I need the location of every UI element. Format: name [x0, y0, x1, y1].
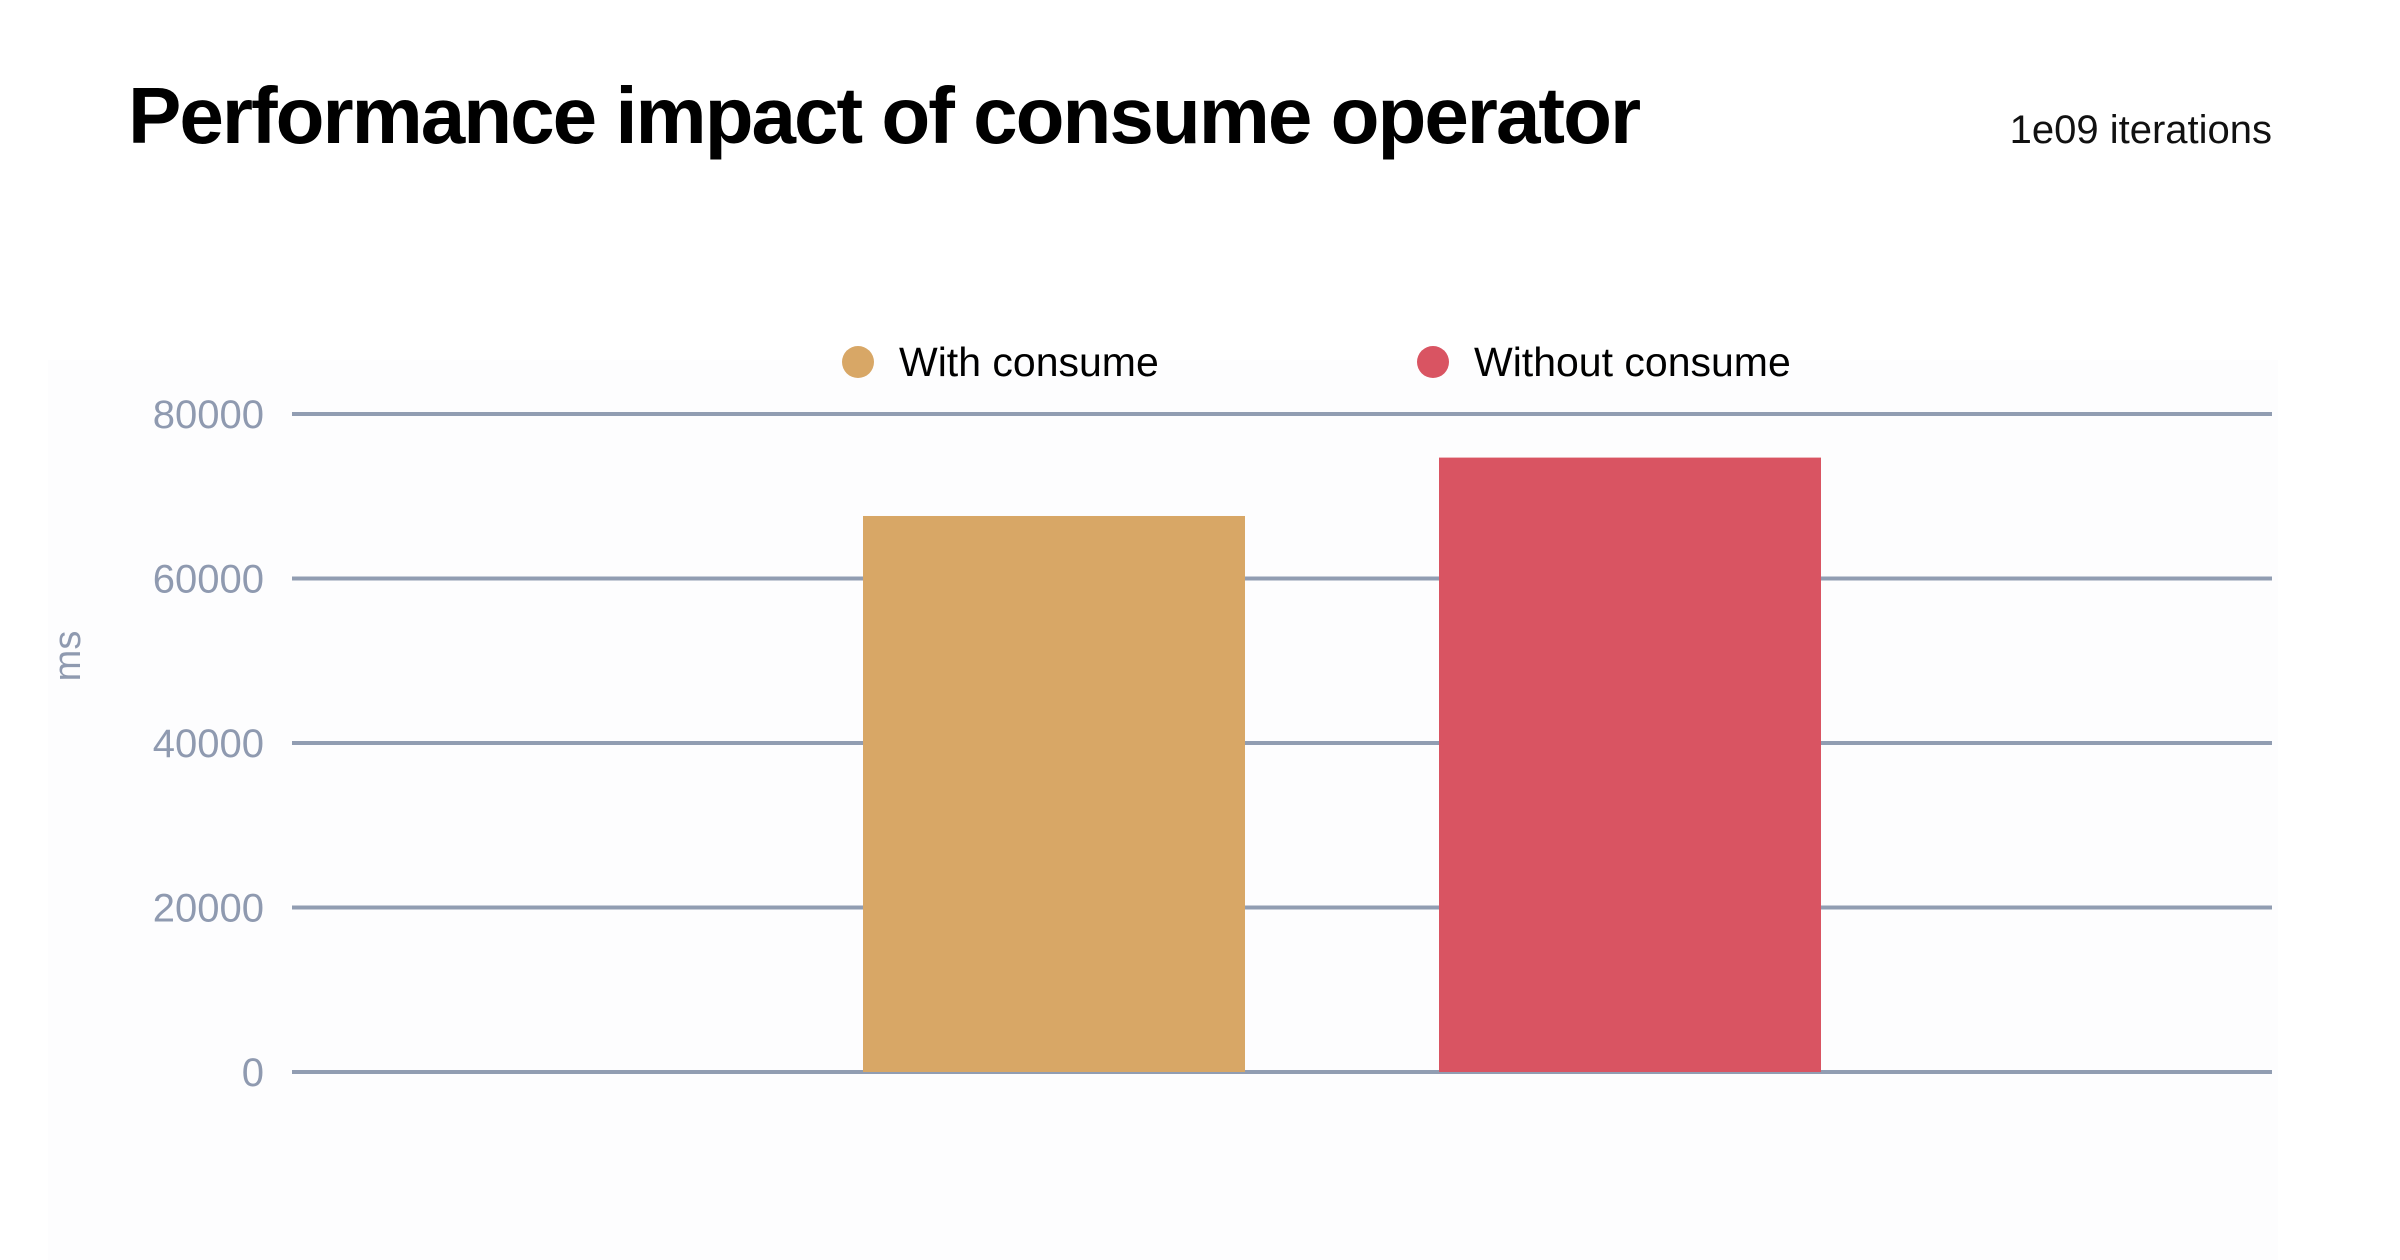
y-tick-label: 40000 [153, 722, 264, 766]
legend-swatch-icon [842, 346, 874, 378]
gridlines [292, 412, 2272, 1074]
legend: With consume Without consume [842, 339, 1791, 385]
y-tick-label: 0 [242, 1051, 264, 1095]
bar-without-consume [1439, 457, 1821, 1072]
y-axis-label: ms [47, 631, 89, 682]
legend-swatch-icon [1417, 346, 1449, 378]
y-tick-label: 60000 [153, 558, 264, 602]
chart-title: Performance impact of consume operator [128, 71, 1641, 160]
y-tick-labels: 0 20000 40000 60000 80000 [153, 393, 264, 1095]
bar-with-consume [863, 515, 1245, 1072]
legend-label: Without consume [1474, 339, 1791, 385]
chart-subtitle: 1e09 iterations [2009, 108, 2272, 152]
bars [863, 457, 1821, 1072]
y-tick-label: 20000 [153, 887, 264, 931]
legend-item: Without consume [1417, 339, 1791, 385]
legend-item: With consume [842, 339, 1159, 385]
legend-label: With consume [899, 339, 1159, 385]
y-tick-label: 80000 [153, 393, 264, 437]
